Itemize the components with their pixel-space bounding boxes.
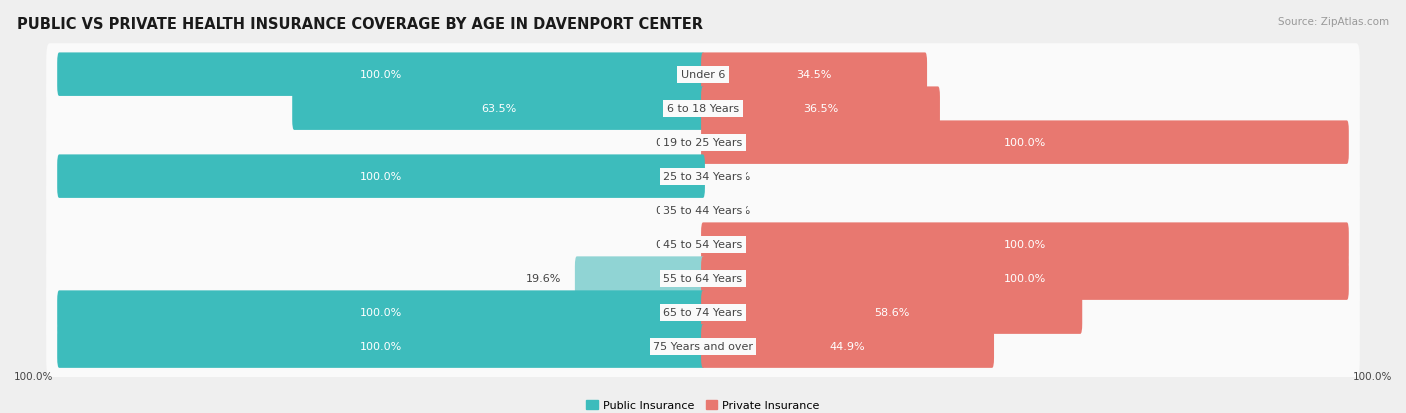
Text: Under 6: Under 6 — [681, 70, 725, 80]
Text: 100.0%: 100.0% — [1353, 371, 1392, 381]
Text: 100.0%: 100.0% — [360, 70, 402, 80]
FancyBboxPatch shape — [58, 155, 704, 198]
FancyBboxPatch shape — [58, 325, 704, 368]
Text: 75 Years and over: 75 Years and over — [652, 341, 754, 351]
Text: 100.0%: 100.0% — [1004, 273, 1046, 283]
Text: Source: ZipAtlas.com: Source: ZipAtlas.com — [1278, 17, 1389, 26]
Text: 63.5%: 63.5% — [481, 104, 516, 114]
FancyBboxPatch shape — [46, 146, 1360, 208]
FancyBboxPatch shape — [46, 44, 1360, 106]
Text: 0.0%: 0.0% — [723, 206, 751, 216]
FancyBboxPatch shape — [702, 325, 994, 368]
FancyBboxPatch shape — [46, 112, 1360, 174]
Text: 44.9%: 44.9% — [830, 341, 865, 351]
Text: 0.0%: 0.0% — [655, 138, 683, 148]
FancyBboxPatch shape — [46, 247, 1360, 309]
FancyBboxPatch shape — [58, 291, 704, 334]
FancyBboxPatch shape — [58, 53, 704, 97]
FancyBboxPatch shape — [702, 121, 1348, 164]
Text: 58.6%: 58.6% — [875, 307, 910, 317]
FancyBboxPatch shape — [46, 180, 1360, 242]
Text: 35 to 44 Years: 35 to 44 Years — [664, 206, 742, 216]
FancyBboxPatch shape — [702, 223, 1348, 266]
Legend: Public Insurance, Private Insurance: Public Insurance, Private Insurance — [582, 395, 824, 413]
Text: 100.0%: 100.0% — [1004, 240, 1046, 249]
FancyBboxPatch shape — [46, 316, 1360, 377]
Text: 19 to 25 Years: 19 to 25 Years — [664, 138, 742, 148]
Text: 55 to 64 Years: 55 to 64 Years — [664, 273, 742, 283]
Text: 0.0%: 0.0% — [655, 206, 683, 216]
Text: 100.0%: 100.0% — [360, 307, 402, 317]
Text: 25 to 34 Years: 25 to 34 Years — [664, 172, 742, 182]
Text: 65 to 74 Years: 65 to 74 Years — [664, 307, 742, 317]
Text: 19.6%: 19.6% — [526, 273, 561, 283]
FancyBboxPatch shape — [46, 282, 1360, 343]
Text: 0.0%: 0.0% — [723, 172, 751, 182]
FancyBboxPatch shape — [702, 257, 1348, 300]
Text: 100.0%: 100.0% — [360, 172, 402, 182]
FancyBboxPatch shape — [702, 87, 941, 131]
Text: 36.5%: 36.5% — [803, 104, 838, 114]
Text: PUBLIC VS PRIVATE HEALTH INSURANCE COVERAGE BY AGE IN DAVENPORT CENTER: PUBLIC VS PRIVATE HEALTH INSURANCE COVER… — [17, 17, 703, 31]
Text: 100.0%: 100.0% — [14, 371, 53, 381]
Text: 45 to 54 Years: 45 to 54 Years — [664, 240, 742, 249]
Text: 0.0%: 0.0% — [655, 240, 683, 249]
FancyBboxPatch shape — [292, 87, 704, 131]
FancyBboxPatch shape — [702, 291, 1083, 334]
FancyBboxPatch shape — [46, 78, 1360, 140]
Text: 6 to 18 Years: 6 to 18 Years — [666, 104, 740, 114]
FancyBboxPatch shape — [575, 257, 704, 300]
FancyBboxPatch shape — [702, 53, 927, 97]
Text: 100.0%: 100.0% — [1004, 138, 1046, 148]
FancyBboxPatch shape — [46, 214, 1360, 275]
Text: 34.5%: 34.5% — [796, 70, 832, 80]
Text: 100.0%: 100.0% — [360, 341, 402, 351]
